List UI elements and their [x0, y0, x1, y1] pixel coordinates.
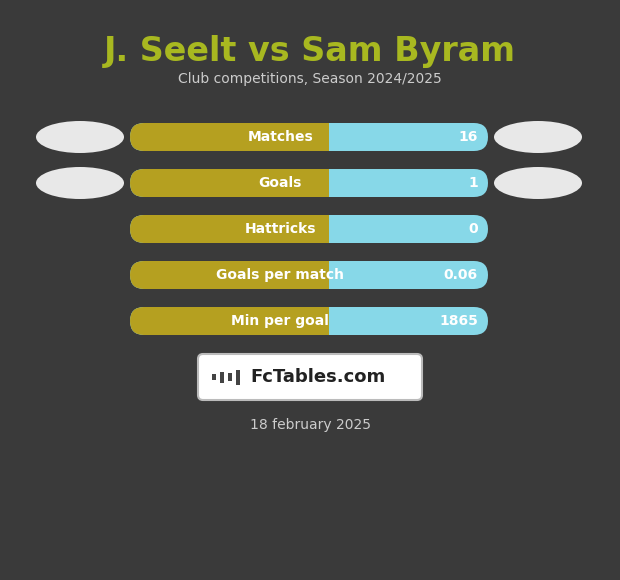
Bar [313, 169, 329, 197]
FancyBboxPatch shape [130, 169, 327, 197]
Text: 0.06: 0.06 [444, 268, 478, 282]
Bar [228, 373, 232, 381]
Ellipse shape [494, 167, 582, 199]
Bar [236, 369, 240, 385]
FancyBboxPatch shape [130, 261, 327, 289]
Text: 16: 16 [459, 130, 478, 144]
Text: Goals per match: Goals per match [216, 268, 344, 282]
FancyBboxPatch shape [130, 307, 488, 335]
Text: Hattricks: Hattricks [245, 222, 316, 236]
Text: 18 february 2025: 18 february 2025 [249, 418, 371, 432]
Text: 0: 0 [468, 222, 478, 236]
FancyBboxPatch shape [130, 123, 488, 151]
Ellipse shape [36, 121, 124, 153]
Ellipse shape [494, 121, 582, 153]
Text: Min per goal: Min per goal [231, 314, 329, 328]
Text: Goals: Goals [259, 176, 302, 190]
FancyBboxPatch shape [130, 215, 327, 243]
FancyBboxPatch shape [198, 354, 422, 400]
FancyBboxPatch shape [130, 307, 327, 335]
Bar [313, 307, 329, 335]
Text: 1865: 1865 [439, 314, 478, 328]
Ellipse shape [36, 167, 124, 199]
FancyBboxPatch shape [130, 261, 488, 289]
FancyBboxPatch shape [130, 123, 327, 151]
Text: J. Seelt vs Sam Byram: J. Seelt vs Sam Byram [104, 35, 516, 68]
FancyBboxPatch shape [130, 215, 488, 243]
Text: Club competitions, Season 2024/2025: Club competitions, Season 2024/2025 [178, 72, 442, 86]
Text: Matches: Matches [247, 130, 313, 144]
Bar [313, 261, 329, 289]
Bar [313, 215, 329, 243]
FancyBboxPatch shape [130, 169, 488, 197]
Text: FcTables.com: FcTables.com [250, 368, 385, 386]
Text: 1: 1 [468, 176, 478, 190]
Bar [313, 123, 329, 151]
Bar [212, 374, 216, 380]
Bar [220, 372, 224, 382]
